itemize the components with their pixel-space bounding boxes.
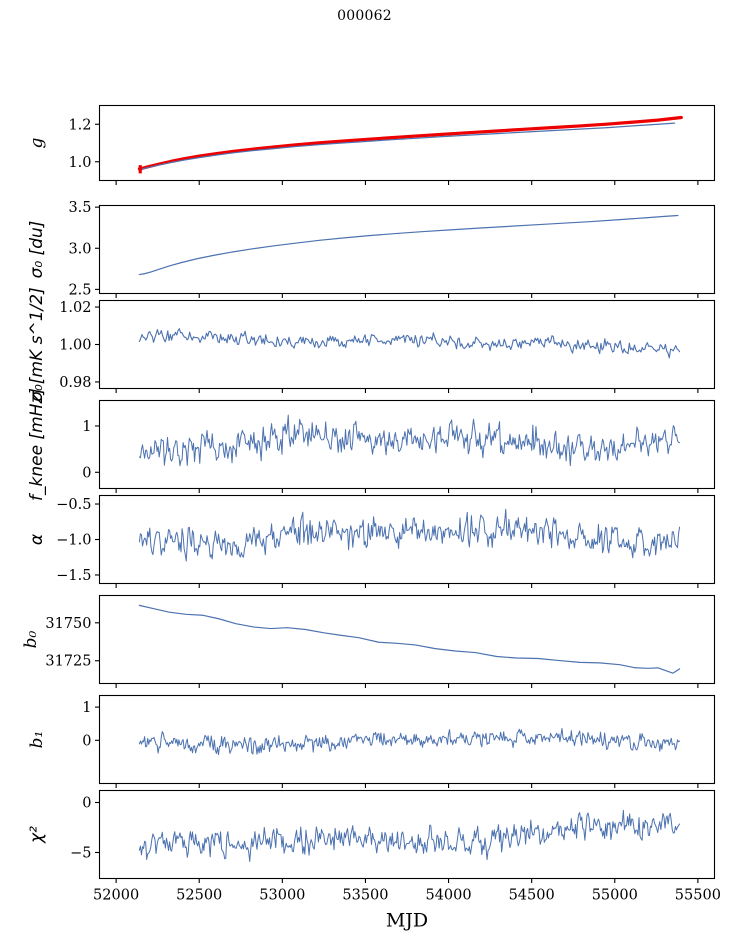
y-axis-label: b₁: [27, 731, 47, 749]
panel-frame: [98, 104, 716, 182]
panel-sigma0-du: 2.5 3.0 3.5 σ₀ [du]: [27, 200, 716, 298]
data-series-sigma0-du: [138, 214, 679, 276]
y-axis-label: b₀: [21, 630, 41, 648]
y-axis-label: α: [27, 534, 47, 545]
y-ticklabel: 0: [82, 796, 91, 812]
y-ticklabel: 1.00: [59, 338, 91, 354]
data-series-gain-fit-red: [137, 115, 683, 171]
y-ticklabel: 1.0: [68, 155, 91, 171]
panel-frame: [98, 789, 716, 880]
data-series-b1: [138, 727, 681, 756]
y-ticklabel: 1.02: [59, 300, 91, 316]
y-ticklabel: 3.0: [68, 241, 91, 257]
data-series-sigma0-mk: [138, 328, 681, 359]
y-ticklabel: 3.5: [68, 200, 91, 216]
y-ticklabel: 1.2: [68, 117, 91, 133]
x-axis: 52000 52500 53000 53500 54000 54500 55000 55500…: [93, 888, 721, 932]
y-ticklabel: 1: [82, 419, 91, 435]
x-ticklabel: 55000: [592, 888, 638, 904]
panel-frame: [98, 399, 716, 490]
data-series-b0: [138, 604, 681, 674]
y-ticklabel: −0.5: [56, 497, 91, 513]
x-ticklabel: 55500: [675, 888, 721, 904]
y-axis-label: χ²: [27, 826, 47, 844]
panel-fknee: 0 1 f_knee [mHz]: [27, 388, 716, 501]
panel-frame: [98, 594, 716, 685]
panel-sigma0-mk: 0.98 1.00 1.02 σ₀[mK s^1/2]: [27, 287, 716, 402]
panel-alpha: −0.5 −1.0 −1.5 α: [27, 494, 716, 588]
data-series-chi2: [138, 809, 681, 862]
y-axis-label: g: [27, 137, 47, 148]
panel-chi2: 0 −5 χ²: [27, 789, 716, 883]
panel-gain-fit-red: 1.0 1.2 g: [27, 104, 716, 185]
y-ticklabel: 0: [82, 465, 91, 481]
x-ticklabel: 54500: [509, 888, 555, 904]
x-ticklabel: 52000: [93, 888, 139, 904]
data-series-alpha: [138, 508, 681, 562]
y-ticklabel: −1.5: [56, 568, 91, 584]
y-ticklabel: 0.98: [59, 375, 91, 391]
y-axis-label: σ₀ [du]: [27, 221, 47, 279]
x-ticklabel: 53000: [259, 888, 305, 904]
y-ticklabel: 0: [82, 733, 91, 749]
data-series-fknee: [138, 414, 681, 467]
panel-frame: [98, 204, 716, 295]
y-ticklabel: −1.0: [56, 533, 91, 549]
y-ticklabel: 2.5: [68, 282, 91, 298]
panel-frame: [98, 694, 716, 785]
y-axis-label: σ₀[mK s^1/2]: [27, 287, 47, 401]
y-ticklabel: 31725: [45, 654, 91, 670]
panel-b1: 0 1 b₁: [27, 694, 716, 788]
x-axis-label: MJD: [386, 910, 428, 932]
y-ticklabel: 31750: [45, 616, 91, 632]
x-ticklabel: 54000: [425, 888, 471, 904]
x-ticklabel: 52500: [176, 888, 222, 904]
y-ticklabel: 1: [82, 700, 91, 716]
y-axis-label: f_knee [mHz]: [27, 388, 47, 501]
y-ticklabel: −5: [70, 846, 91, 862]
x-ticklabel: 53500: [342, 888, 388, 904]
figure-title: 000062: [337, 8, 392, 24]
panel-frame: [98, 299, 716, 390]
data-series-gain-model-blue: [138, 122, 676, 171]
